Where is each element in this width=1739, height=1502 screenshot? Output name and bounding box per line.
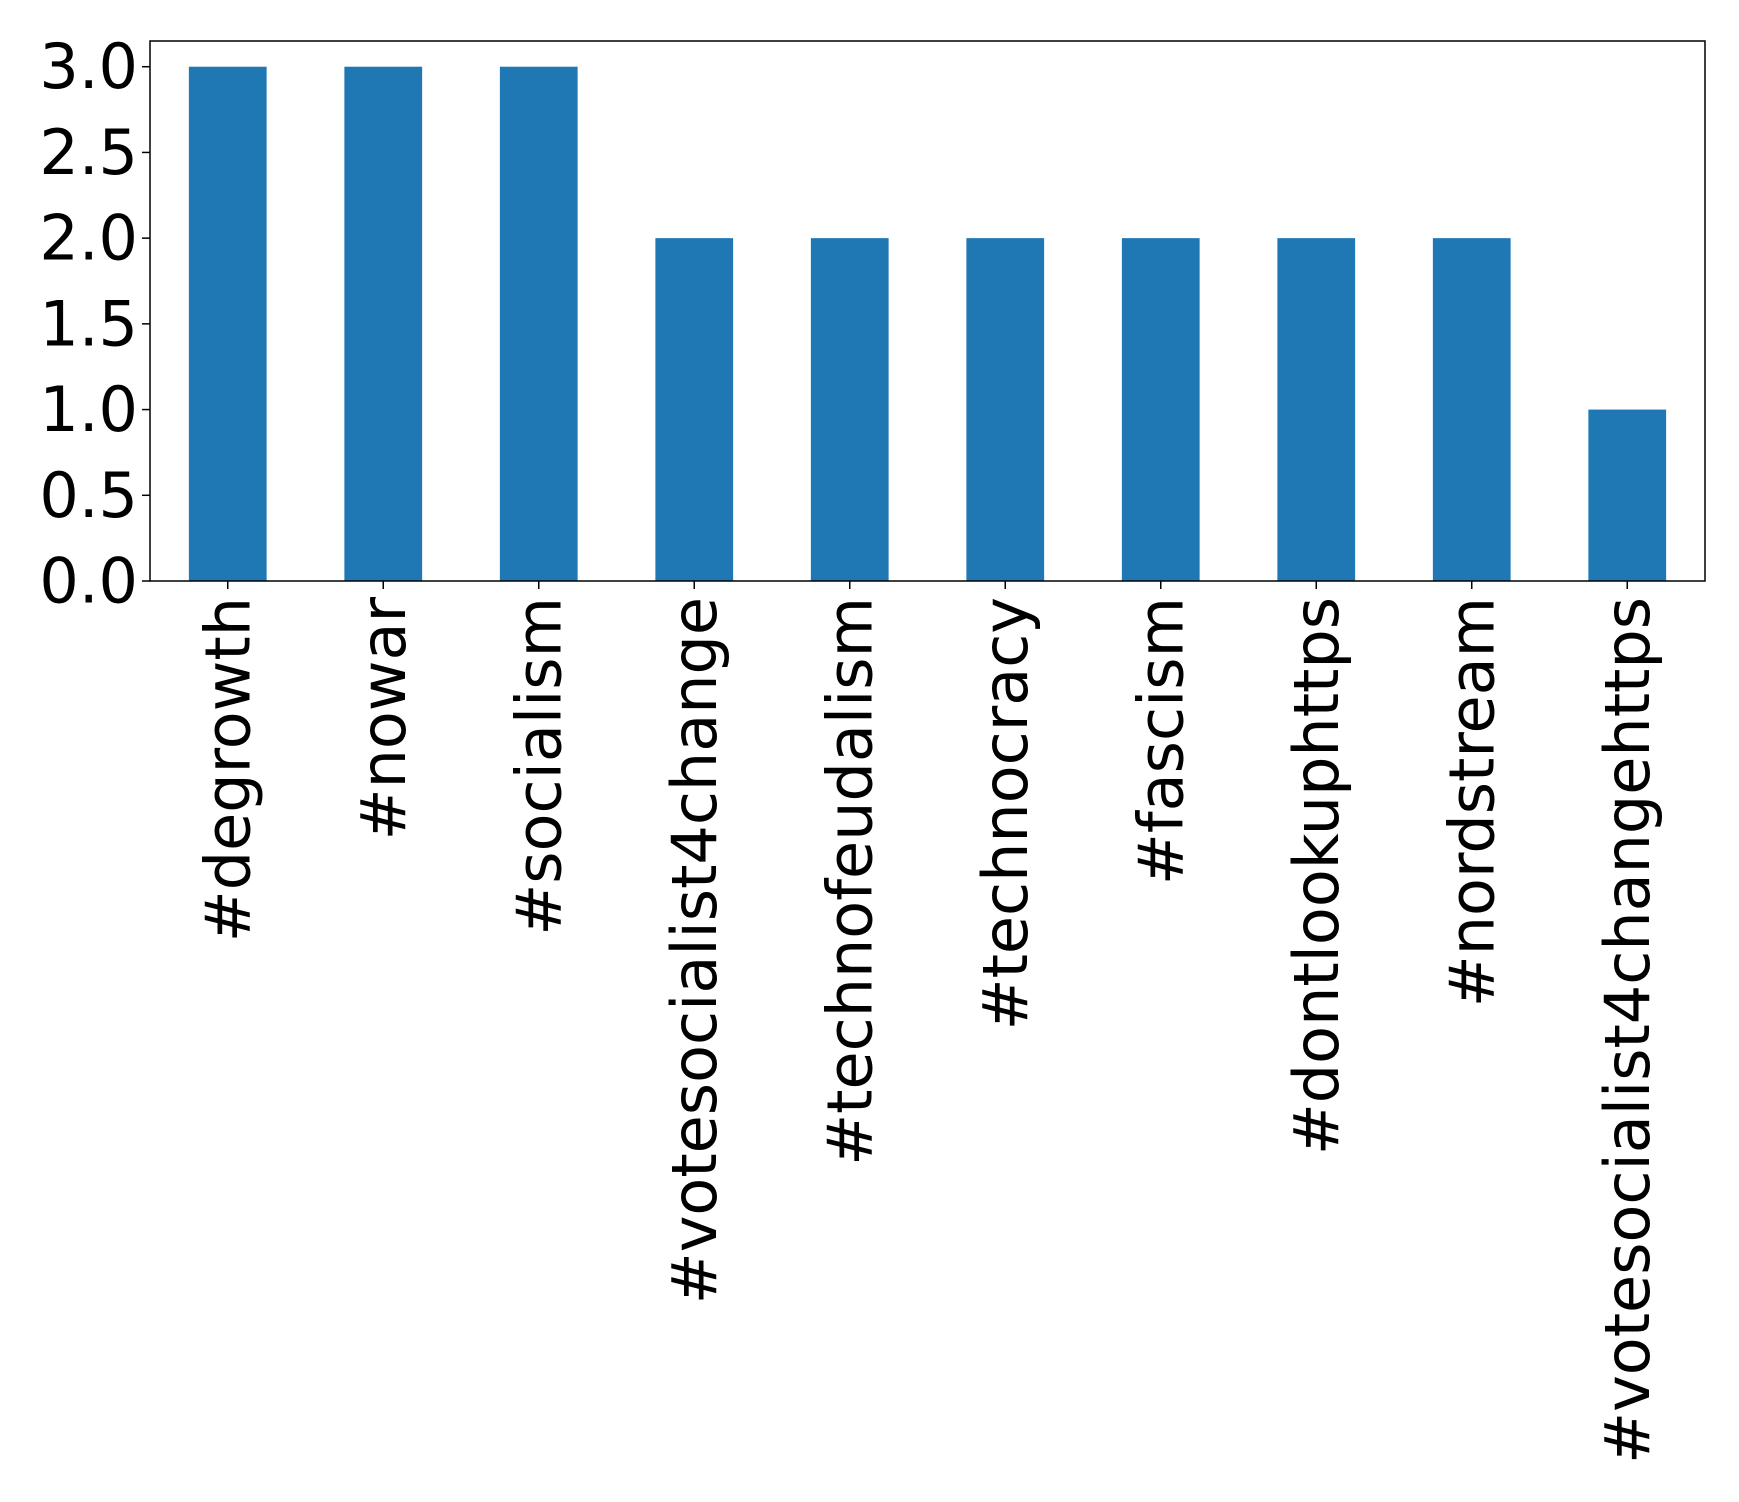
axes-frame <box>149 40 1706 582</box>
bar <box>188 66 267 581</box>
bar <box>344 66 423 581</box>
x-tick-label: #dontlookuphttps <box>1280 597 1353 1155</box>
x-tick-label: #technofeudalism <box>813 597 886 1166</box>
x-tick-label: #nordstream <box>1435 597 1508 1007</box>
x-tick-label: #socialism <box>502 597 575 936</box>
x-tick-label: #votesocialist4change <box>658 597 731 1304</box>
y-axis: 0.0 0.5 1.0 1.5 2.0 2.5 3.0 <box>39 30 150 618</box>
bar <box>1588 409 1667 581</box>
y-tick-label: 1.0 <box>39 373 138 446</box>
x-tick-label: #fascism <box>1124 597 1197 885</box>
bars-group <box>188 66 1667 581</box>
x-tick-label: #nowar <box>347 596 420 840</box>
bar <box>1277 238 1356 581</box>
bar <box>499 66 578 581</box>
bar <box>1121 238 1200 581</box>
y-tick-label: 2.5 <box>39 116 138 189</box>
x-tick-label: #technocracy <box>969 597 1042 1030</box>
y-tick-label: 1.5 <box>39 287 138 360</box>
bar <box>810 238 889 581</box>
y-tick-label: 0.0 <box>39 545 138 618</box>
y-tick-label: 2.0 <box>39 202 138 275</box>
x-axis: #degrowth #nowar #socialism #votesocialist4… <box>191 581 1664 1464</box>
y-tick-label: 0.5 <box>39 459 138 532</box>
bar <box>655 238 734 581</box>
y-tick-label: 3.0 <box>39 30 138 103</box>
bar <box>1432 238 1511 581</box>
bar <box>966 238 1045 581</box>
x-tick-label: #votesocialist4changehttps <box>1591 597 1664 1464</box>
x-tick-label: #degrowth <box>191 597 264 942</box>
